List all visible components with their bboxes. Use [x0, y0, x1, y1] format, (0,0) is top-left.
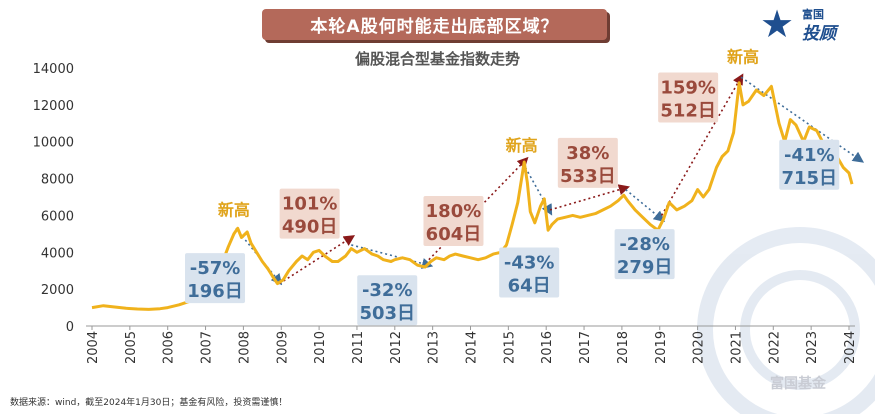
x-tick-label: 2008: [237, 331, 252, 364]
x-tick-label: 2010: [313, 331, 328, 364]
x-tick-label: 2021: [729, 331, 744, 364]
trend-arrow: [740, 76, 865, 163]
x-tick-label: 2017: [578, 331, 593, 364]
annotation-days: 490日: [282, 217, 338, 238]
y-tick-label: 12000: [33, 99, 74, 114]
annotation-change: -32%: [362, 280, 413, 301]
annotation-days: 64日: [508, 276, 551, 297]
annotation-box: [423, 195, 484, 246]
header-banner: 本轮A股何时能走出底部区域？: [262, 9, 607, 40]
chart-title: 偏股混合型基金指数走势: [354, 50, 520, 68]
watermark-text: 富国基金: [770, 376, 826, 392]
annotation-box: [357, 275, 418, 326]
annotation-change: 180%: [426, 201, 482, 222]
annotation-box: [779, 139, 840, 190]
annotation-change: -57%: [190, 258, 241, 279]
trend-arrow: [351, 244, 434, 269]
x-tick-label: 2012: [389, 331, 404, 364]
x-tick-label: 2006: [162, 331, 177, 364]
annotation-box: [279, 188, 340, 239]
annotation-days: 279日: [617, 257, 673, 278]
annotation-change: -43%: [504, 253, 555, 274]
annotation-change: 101%: [282, 194, 338, 215]
trend-arrow: [428, 156, 529, 261]
annotation-box: [557, 137, 618, 188]
new-high-label: 新高: [727, 47, 759, 66]
annotation-days: 533日: [560, 166, 616, 187]
trend-arrow: [549, 184, 630, 211]
annotation-change: 159%: [660, 77, 716, 98]
annotation-box: [185, 253, 246, 304]
axes: 0 2000 4000 6000 8000 10000 12000 14000 2004 2005…: [33, 62, 858, 364]
brand-logo: ★ 富国 投顾: [760, 4, 865, 44]
x-tick-label: 2005: [124, 331, 139, 364]
trend-arrow: [660, 73, 744, 216]
y-tick-label: 8000: [41, 173, 74, 188]
trend-arrow: [278, 235, 356, 285]
x-tick-label: 2014: [465, 331, 480, 364]
annotation-days: 196日: [187, 281, 243, 302]
annotation-box: [614, 229, 675, 280]
annotation-change: 38%: [566, 143, 609, 164]
y-tick-label: 6000: [41, 209, 74, 224]
y-tick-label: 0: [66, 320, 74, 335]
trend-arrow: [524, 167, 553, 216]
annotation-days: 503日: [359, 303, 415, 324]
new-high-label: 新高: [218, 200, 250, 219]
x-tick-label: 2004: [86, 331, 101, 364]
x-tick-label: 2009: [275, 331, 290, 364]
source-note: 数据来源：wind，截至2024年1月30日；基金有风险，投资需谨慎！: [10, 398, 288, 408]
y-tick-label: 2000: [41, 283, 74, 298]
x-tick-label: 2022: [767, 331, 782, 364]
annotation-box: [499, 247, 560, 298]
x-tick-label: 2023: [805, 331, 820, 364]
x-tick-label: 2024: [843, 331, 858, 364]
annotation-days: 512日: [660, 100, 716, 121]
new-high-label: 新高: [506, 136, 538, 155]
x-tick-label: 2015: [502, 331, 517, 364]
annotation-days: 604日: [426, 224, 482, 245]
star-icon: ★: [760, 2, 795, 46]
annotation-days: 715日: [781, 168, 837, 189]
watermark-logo-icon: [697, 227, 875, 414]
annotation-box: [658, 72, 719, 123]
x-tick-label: 2007: [200, 331, 215, 364]
x-tick-label: 2011: [351, 331, 366, 364]
annotation-change: -28%: [619, 234, 670, 255]
x-tick-label: 2013: [427, 331, 442, 364]
annotation-layer: -57%196日 101%490日 -32%503日 180%604日 -43%64日 3…: [185, 47, 840, 326]
x-tick-label: 2020: [692, 331, 707, 364]
y-tick-label: 10000: [33, 136, 74, 151]
logo-text-top: 富国: [802, 8, 824, 21]
y-tick-label: 4000: [41, 246, 74, 261]
x-tick-label: 2018: [616, 331, 631, 364]
y-tick-label: 14000: [33, 62, 74, 77]
x-tick-label: 2019: [654, 331, 669, 364]
logo-text-bottom: 投顾: [802, 24, 836, 44]
annotation-change: -41%: [784, 145, 835, 166]
x-tick-label: 2016: [540, 331, 555, 364]
